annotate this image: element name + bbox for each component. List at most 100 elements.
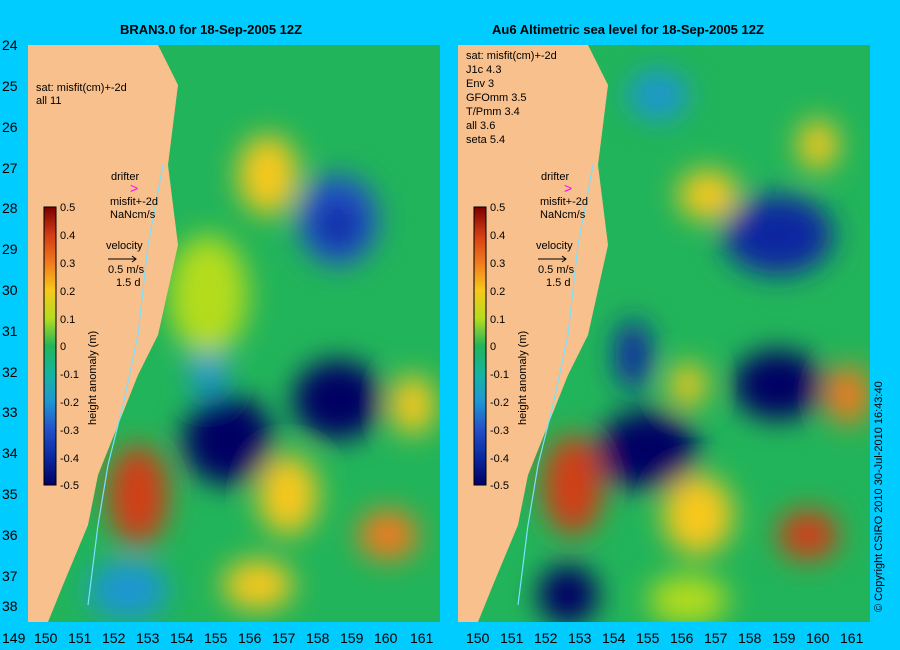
lat-tick: 29 xyxy=(2,241,18,257)
lon-tick: 153 xyxy=(568,630,592,646)
colorbar xyxy=(473,206,487,486)
svg-text:all 3.6: all 3.6 xyxy=(466,120,495,132)
lat-tick: 28 xyxy=(2,200,18,216)
australia-coastline xyxy=(458,45,608,622)
lon-tick: 155 xyxy=(204,630,228,646)
lat-tick: 32 xyxy=(2,364,18,380)
height-anomaly-field xyxy=(538,70,870,622)
svg-text:0: 0 xyxy=(490,341,496,353)
drifter-value: NaNcm/s xyxy=(540,209,586,221)
lat-tick: 33 xyxy=(2,404,18,420)
svg-text:-0.1: -0.1 xyxy=(490,369,509,381)
colorbar-ticks: 0.5 0.4 0.3 0.2 0.1 0 -0.1 -0.2 -0.3 -0.… xyxy=(60,202,79,492)
velocity-scale: 0.5 m/s xyxy=(538,264,575,276)
right-map-panel[interactable]: sat: misfit(cm)+-2d J1c 4.3 Env 3 GFOmm … xyxy=(458,45,870,622)
stats-block: sat: misfit(cm)+-2d J1c 4.3 Env 3 GFOmm … xyxy=(466,50,557,146)
bathymetry-contour xyxy=(87,164,164,606)
svg-text:seta 5.4: seta 5.4 xyxy=(466,134,505,146)
svg-text:0.2: 0.2 xyxy=(490,286,505,298)
drifter-arrow-icon: > xyxy=(564,180,572,196)
lon-tick: 157 xyxy=(272,630,296,646)
lon-tick: 149 xyxy=(2,630,26,646)
left-map-panel[interactable]: sat: misfit(cm)+-2d all 11 drifter > mis… xyxy=(28,45,440,622)
lat-tick: 27 xyxy=(2,160,18,176)
svg-text:T/Pmm 3.4: T/Pmm 3.4 xyxy=(466,106,520,118)
svg-text:-0.3: -0.3 xyxy=(490,425,509,437)
lon-tick: 156 xyxy=(238,630,262,646)
velocity-time: 1.5 d xyxy=(116,277,140,289)
right-panel-title: Au6 Altimetric sea level for 18-Sep-2005… xyxy=(492,22,764,37)
lon-tick: 159 xyxy=(772,630,796,646)
velocity-scale: 0.5 m/s xyxy=(108,264,145,276)
svg-text:0.5: 0.5 xyxy=(60,202,75,214)
svg-text:sat: misfit(cm)+-2d: sat: misfit(cm)+-2d xyxy=(466,50,557,62)
svg-text:-0.2: -0.2 xyxy=(60,397,79,409)
lon-tick: 154 xyxy=(602,630,626,646)
height-anomaly-field xyxy=(88,135,435,620)
svg-text:-0.1: -0.1 xyxy=(60,369,79,381)
lon-tick: 151 xyxy=(500,630,524,646)
lat-tick: 30 xyxy=(2,282,18,298)
lat-tick: 37 xyxy=(2,568,18,584)
lon-tick: 150 xyxy=(34,630,58,646)
lat-tick: 31 xyxy=(2,323,18,339)
lon-tick: 158 xyxy=(738,630,762,646)
colorbar-ticks: 0.5 0.4 0.3 0.2 0.1 0 -0.1 -0.2 -0.3 -0.… xyxy=(490,202,509,492)
lon-tick: 156 xyxy=(670,630,694,646)
drifter-arrow-icon: > xyxy=(130,180,138,196)
velocity-label: velocity xyxy=(536,240,573,252)
svg-text:-0.5: -0.5 xyxy=(60,480,79,492)
australia-coastline xyxy=(28,45,178,622)
svg-text:GFOmm 3.5: GFOmm 3.5 xyxy=(466,92,527,104)
lon-tick: 151 xyxy=(68,630,92,646)
svg-text:0.1: 0.1 xyxy=(60,314,75,326)
lon-tick: 155 xyxy=(636,630,660,646)
lon-tick: 160 xyxy=(374,630,398,646)
colorbar-title: height anomaly (m) xyxy=(87,331,99,425)
left-panel-title: BRAN3.0 for 18-Sep-2005 12Z xyxy=(120,22,303,37)
svg-text:0: 0 xyxy=(60,341,66,353)
svg-text:-0.3: -0.3 xyxy=(60,425,79,437)
lon-tick: 150 xyxy=(466,630,490,646)
drifter-label: drifter xyxy=(111,171,139,183)
drifter-misfit: misfit+-2d xyxy=(110,196,158,208)
svg-text:0.1: 0.1 xyxy=(490,314,505,326)
velocity-label: velocity xyxy=(106,240,143,252)
drifter-value: NaNcm/s xyxy=(110,209,156,221)
drifter-misfit: misfit+-2d xyxy=(540,196,588,208)
lat-tick: 38 xyxy=(2,598,18,614)
svg-text:J1c 4.3: J1c 4.3 xyxy=(466,64,501,76)
svg-text:0.4: 0.4 xyxy=(490,230,505,242)
svg-text:-0.4: -0.4 xyxy=(490,453,509,465)
lat-tick: 26 xyxy=(2,119,18,135)
svg-text:-0.4: -0.4 xyxy=(60,453,79,465)
stats-header: sat: misfit(cm)+-2d xyxy=(36,82,127,94)
lon-tick: 153 xyxy=(136,630,160,646)
svg-text:0.5: 0.5 xyxy=(490,202,505,214)
lat-tick: 35 xyxy=(2,486,18,502)
lon-tick: 161 xyxy=(840,630,864,646)
lon-tick: 154 xyxy=(170,630,194,646)
svg-text:Env 3: Env 3 xyxy=(466,78,494,90)
colorbar xyxy=(43,206,57,486)
svg-text:0.3: 0.3 xyxy=(60,258,75,270)
svg-text:0.4: 0.4 xyxy=(60,230,75,242)
lon-tick: 159 xyxy=(340,630,364,646)
bathymetry-contour xyxy=(517,164,594,606)
drifter-label: drifter xyxy=(541,171,569,183)
stats-all: all 11 xyxy=(36,95,61,107)
lat-tick: 25 xyxy=(2,78,18,94)
svg-text:-0.5: -0.5 xyxy=(490,480,509,492)
lat-tick: 24 xyxy=(2,37,18,53)
lon-tick: 152 xyxy=(102,630,126,646)
colorbar-title: height anomaly (m) xyxy=(517,331,529,425)
svg-text:-0.2: -0.2 xyxy=(490,397,509,409)
lon-tick: 152 xyxy=(534,630,558,646)
lon-tick: 158 xyxy=(306,630,330,646)
copyright-notice: © Copyright CSIRO 2010 30-Jul-2010 16:43… xyxy=(873,381,885,612)
lat-tick: 36 xyxy=(2,527,18,543)
svg-text:0.2: 0.2 xyxy=(60,286,75,298)
lon-tick: 157 xyxy=(704,630,728,646)
lon-tick: 161 xyxy=(410,630,434,646)
svg-text:0.3: 0.3 xyxy=(490,258,505,270)
